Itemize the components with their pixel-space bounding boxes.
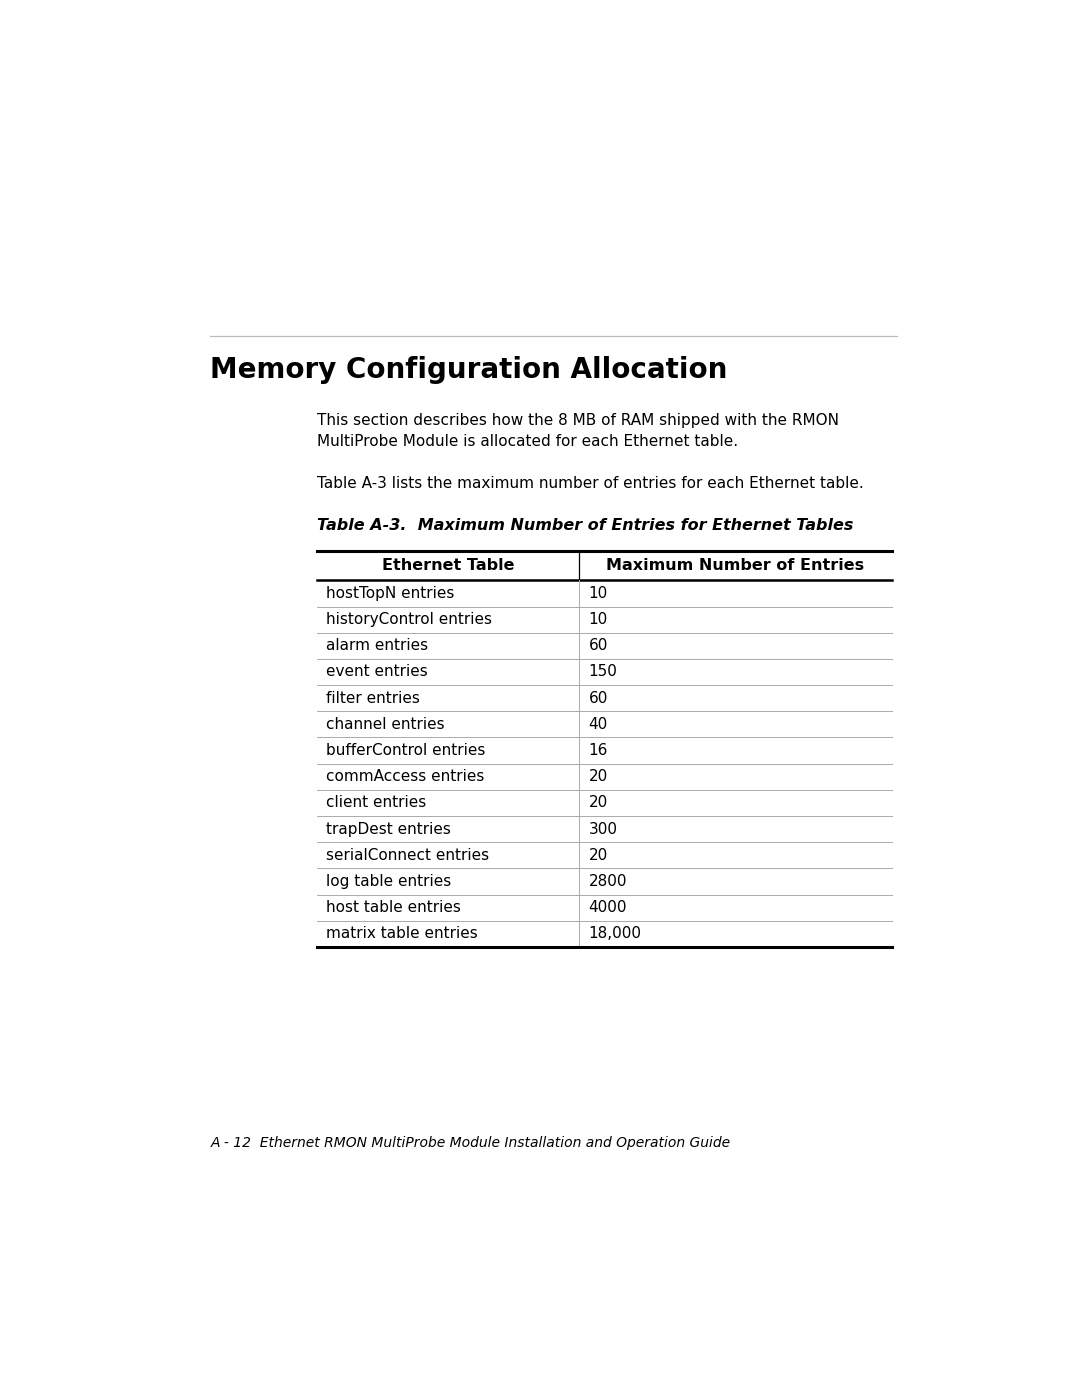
Text: commAccess entries: commAccess entries xyxy=(326,770,484,784)
Text: historyControl entries: historyControl entries xyxy=(326,612,491,627)
Text: 150: 150 xyxy=(589,665,618,679)
Text: 300: 300 xyxy=(589,821,618,837)
Text: 18,000: 18,000 xyxy=(589,926,642,942)
Text: matrix table entries: matrix table entries xyxy=(326,926,477,942)
Text: 10: 10 xyxy=(589,585,608,601)
Text: event entries: event entries xyxy=(326,665,428,679)
Text: 10: 10 xyxy=(589,612,608,627)
Text: client entries: client entries xyxy=(326,795,427,810)
Text: alarm entries: alarm entries xyxy=(326,638,428,654)
Text: 60: 60 xyxy=(589,690,608,705)
Text: filter entries: filter entries xyxy=(326,690,420,705)
Text: 40: 40 xyxy=(589,717,608,732)
Text: Memory Configuration Allocation: Memory Configuration Allocation xyxy=(211,356,728,384)
Text: 4000: 4000 xyxy=(589,900,627,915)
Text: hostTopN entries: hostTopN entries xyxy=(326,585,455,601)
Text: Ethernet Table: Ethernet Table xyxy=(382,559,514,573)
Text: bufferControl entries: bufferControl entries xyxy=(326,743,485,759)
Text: 16: 16 xyxy=(589,743,608,759)
Text: 60: 60 xyxy=(589,638,608,654)
Text: 20: 20 xyxy=(589,795,608,810)
Text: Table A-3 lists the maximum number of entries for each Ethernet table.: Table A-3 lists the maximum number of en… xyxy=(318,475,864,490)
Text: Table A-3.  Maximum Number of Entries for Ethernet Tables: Table A-3. Maximum Number of Entries for… xyxy=(318,518,854,534)
Text: This section describes how the 8 MB of RAM shipped with the RMON
MultiProbe Modu: This section describes how the 8 MB of R… xyxy=(318,412,839,448)
Text: A - 12  Ethernet RMON MultiProbe Module Installation and Operation Guide: A - 12 Ethernet RMON MultiProbe Module I… xyxy=(211,1136,730,1150)
Text: log table entries: log table entries xyxy=(326,875,451,888)
Text: 20: 20 xyxy=(589,770,608,784)
Text: host table entries: host table entries xyxy=(326,900,461,915)
Text: Maximum Number of Entries: Maximum Number of Entries xyxy=(607,559,865,573)
Text: serialConnect entries: serialConnect entries xyxy=(326,848,489,863)
Text: 20: 20 xyxy=(589,848,608,863)
Text: trapDest entries: trapDest entries xyxy=(326,821,450,837)
Text: 2800: 2800 xyxy=(589,875,627,888)
Text: channel entries: channel entries xyxy=(326,717,445,732)
